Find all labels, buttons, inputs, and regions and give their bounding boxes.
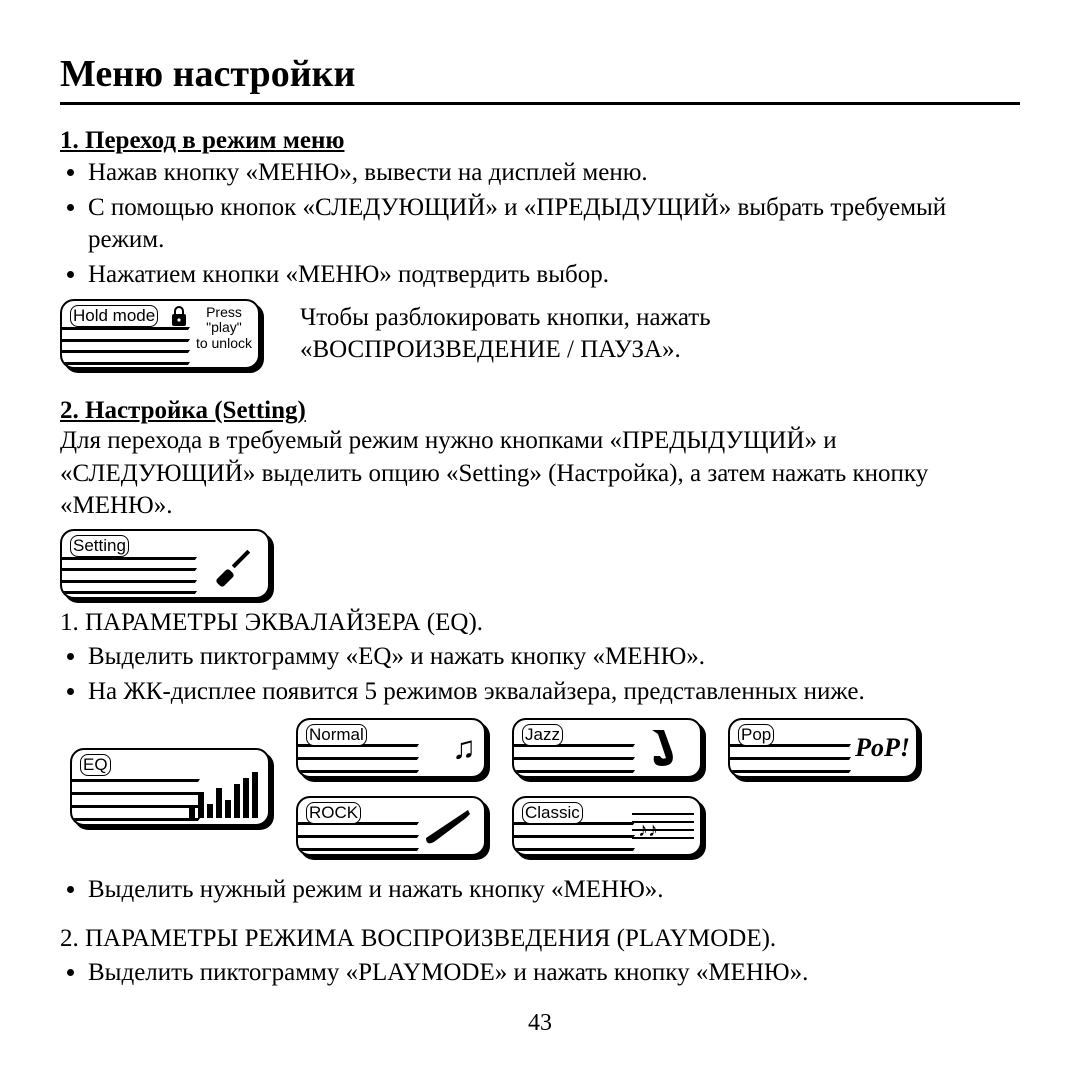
sub2-title: 2. ПАРАМЕТРЫ РЕЖИМА ВОСПРОИЗВЕДЕНИЯ (PLA… bbox=[60, 923, 1020, 956]
staff-icon: ♪♪ bbox=[632, 808, 694, 846]
lcd-label: Classic bbox=[522, 802, 583, 824]
page-number: 43 bbox=[60, 1010, 1020, 1037]
list-item: С помощью кнопок «СЛЕДУЮЩИЙ» и «ПРЕДЫДУЩ… bbox=[88, 192, 1020, 257]
eq-modes-row: EQ Normal ♫ ROCK bbox=[70, 718, 1020, 856]
lcd-rock: ROCK bbox=[296, 796, 486, 856]
section1-heading: 1. Переход в режим меню bbox=[60, 127, 1020, 155]
sub1-title: 1. ПАРАМЕТРЫ ЭКВАЛАЙЗЕРА (EQ). bbox=[60, 607, 1020, 640]
eq-bars-icon bbox=[189, 772, 258, 818]
page-title: Меню настройки bbox=[60, 52, 1020, 96]
unlock-note: Чтобы разблокировать кнопки, нажать «ВОС… bbox=[300, 302, 711, 367]
svg-text:♪♪: ♪♪ bbox=[638, 819, 658, 841]
pop-icon: PoP! bbox=[855, 733, 910, 763]
sub2-bullets: Выделить пиктограмму «PLAYMODE» и нажать… bbox=[60, 957, 1020, 990]
lcd-hold-mode: Hold mode Press "play" to unlock bbox=[60, 299, 260, 369]
list-item: Нажатием кнопки «МЕНЮ» подтвердить выбор… bbox=[88, 259, 1020, 292]
section1-bullets: Нажав кнопку «МЕНЮ», вывести на дисплей … bbox=[60, 157, 1020, 291]
section2-heading: 2. Настройка (Setting) bbox=[60, 397, 1020, 425]
sax-icon bbox=[642, 726, 692, 772]
list-item: Выделить нужный режим и нажать кнопку «М… bbox=[88, 874, 1020, 907]
after-eq-bullets: Выделить нужный режим и нажать кнопку «М… bbox=[60, 874, 1020, 907]
list-item: Нажав кнопку «МЕНЮ», вывести на дисплей … bbox=[88, 157, 1020, 190]
lcd-label: ROCK bbox=[306, 802, 361, 824]
lcd-label: Setting bbox=[70, 535, 129, 557]
list-item: Выделить пиктограмму «EQ» и нажать кнопк… bbox=[88, 641, 1020, 674]
lcd-label: Normal bbox=[306, 724, 367, 746]
lock-icon bbox=[170, 305, 188, 327]
title-rule bbox=[60, 102, 1020, 105]
lcd-right-text: Press "play" to unlock bbox=[196, 305, 252, 351]
lcd-pop: Pop PoP! bbox=[728, 718, 918, 778]
section2-intro: Для перехода в требуемый режим нужно кно… bbox=[60, 425, 1020, 523]
lcd-label: EQ bbox=[80, 754, 111, 776]
lcd-label: Hold mode bbox=[70, 305, 158, 327]
list-item: Выделить пиктограмму «PLAYMODE» и нажать… bbox=[88, 957, 1020, 990]
guitar-icon bbox=[422, 808, 476, 846]
lcd-setting: Setting bbox=[60, 529, 270, 599]
sub1-bullets: Выделить пиктограмму «EQ» и нажать кнопк… bbox=[60, 641, 1020, 708]
screwdriver-icon bbox=[210, 543, 258, 591]
list-item: На ЖК-дисплее появится 5 режимов эквалай… bbox=[88, 676, 1020, 709]
lcd-label: Pop bbox=[738, 724, 774, 746]
lcd-label: Jazz bbox=[522, 724, 563, 746]
lcd-normal: Normal ♫ bbox=[296, 718, 486, 778]
lcd-classic: Classic ♪♪ bbox=[512, 796, 702, 856]
lcd-jazz: Jazz bbox=[512, 718, 702, 778]
music-note-icon: ♫ bbox=[452, 730, 476, 767]
lcd-eq: EQ bbox=[70, 748, 270, 826]
